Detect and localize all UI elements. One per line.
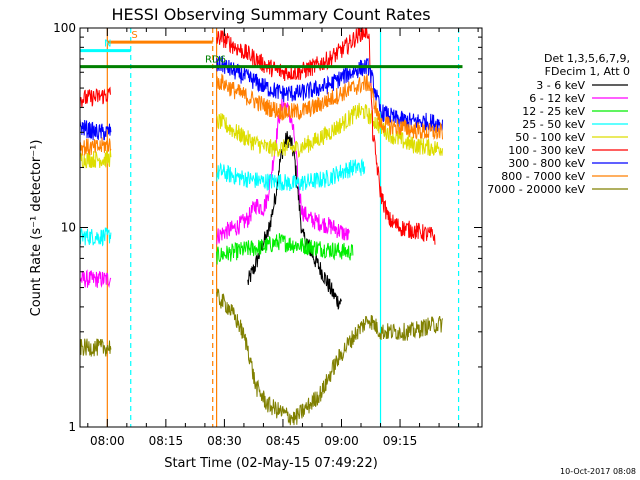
series-line-12-25-kev xyxy=(216,233,354,265)
series-line-3-6-kev xyxy=(247,131,342,310)
y-axis: 1 10 100 xyxy=(53,21,482,434)
series-line-100-300-kev xyxy=(79,27,436,245)
legend-entry-label: 50 - 100 keV xyxy=(515,131,585,144)
y-axis-label: Count Rate (s⁻¹ detector⁻¹) xyxy=(29,140,44,317)
series-line-300-800-kev xyxy=(79,55,443,141)
legend-header: Det 1,3,5,6,7,9, xyxy=(544,52,630,65)
legend: Det 1,3,5,6,7,9,FDecim 1, Att 03 - 6 keV… xyxy=(487,52,630,196)
legend-entry-label: 12 - 25 keV xyxy=(522,105,585,118)
legend-entry-label: 3 - 6 keV xyxy=(536,79,585,92)
series-line-800-7000-kev xyxy=(79,73,443,156)
series-line-7000-20000-kev xyxy=(79,288,443,426)
x-tick-label: 08:00 xyxy=(90,434,125,448)
plot-frame xyxy=(79,27,483,428)
legend-entry-label: 800 - 7000 keV xyxy=(501,170,585,183)
generated-timestamp: 10-Oct-2017 08:08 xyxy=(560,467,636,476)
x-tick-label: 09:15 xyxy=(383,434,418,448)
x-axis-label: Start Time (02-May-15 07:49:22) xyxy=(164,456,378,471)
series-line-50-100-kev xyxy=(79,102,443,169)
series-line-6-12-kev xyxy=(79,98,350,289)
x-tick-label: 08:15 xyxy=(149,434,184,448)
y-tick-label: 100 xyxy=(53,21,76,35)
y-tick-label: 1 xyxy=(68,420,76,434)
legend-entry-label: 25 - 50 keV xyxy=(522,118,585,131)
legend-entry-label: 100 - 300 keV xyxy=(508,144,585,157)
annotation-label-rd6: RD6 xyxy=(205,55,226,66)
plot-area: S N RD6 xyxy=(79,27,463,427)
legend-entry-label: 6 - 12 keV xyxy=(529,92,585,105)
y-tick-label: 10 xyxy=(61,221,76,235)
annotation-label-s: S xyxy=(131,30,137,41)
x-axis: 08:00 08:15 08:30 08:45 09:00 09:15 xyxy=(87,28,479,448)
x-tick-label: 08:45 xyxy=(266,434,301,448)
chart-title: HESSI Observing Summary Count Rates xyxy=(111,5,430,24)
vertical-markers xyxy=(106,28,460,427)
legend-entry-label: 7000 - 20000 keV xyxy=(487,183,585,196)
series-layer xyxy=(79,27,443,426)
x-tick-label: 08:30 xyxy=(207,434,242,448)
annotations-layer: S N RD6 xyxy=(80,30,463,69)
series-line-25-50-kev xyxy=(79,158,366,247)
legend-entry-label: 300 - 800 keV xyxy=(508,157,585,170)
x-tick-label: 09:00 xyxy=(324,434,359,448)
annotation-label-n: N xyxy=(104,39,111,50)
legend-header: FDecim 1, Att 0 xyxy=(545,65,630,78)
